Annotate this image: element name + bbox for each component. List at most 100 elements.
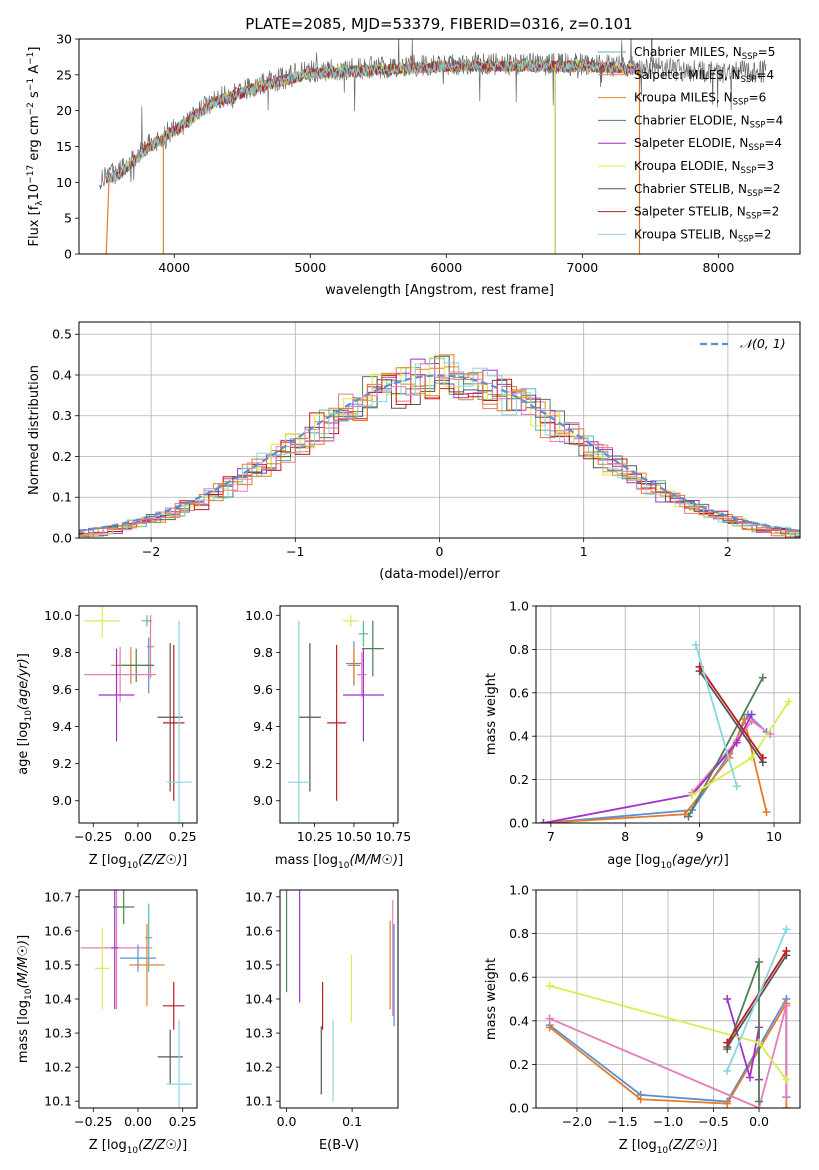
ticks: −0.25 0.00 0.25 10.1 10.2 10.3 10.4 10.5 10.6 10.… [44, 889, 196, 1129]
legend-entry: 𝒩(0, 1) [740, 336, 786, 351]
x-axis-label: mass [log10(M/M☉)] [275, 853, 403, 871]
y-axis-label: mass weight [484, 958, 499, 1040]
plot-background [280, 606, 398, 823]
y-tick-label: 0.8 [509, 926, 529, 941]
weight-series [726, 950, 788, 1044]
label-part: (Z/Z☉) [668, 1138, 712, 1153]
plot-background [280, 890, 398, 1108]
y-tick-label: 0.4 [509, 1013, 529, 1028]
plot-area [539, 641, 793, 823]
plot-area [287, 615, 384, 823]
y-tick-label: 10.7 [245, 889, 273, 904]
ticks: 4000 5000 6000 7000 8000 0 5 10 15 20 25 30 [56, 32, 734, 276]
legend-entry: Chabrier STELIB, NSSP=2 [634, 182, 781, 199]
errorbar-point [342, 615, 359, 627]
figure-title: PLATE=2085, MJD=53379, FIBERID=0316, z=0… [245, 15, 632, 33]
legend-text: Salpeter MILES, N [634, 68, 741, 82]
errorbar-point [342, 648, 384, 742]
label-part: Z [log [89, 1138, 127, 1153]
weight-marker [745, 1073, 754, 1082]
x-tick-label: 10.75 [375, 829, 411, 844]
x-axis-label: Z [log10(Z/Z☉)] [89, 853, 187, 871]
errorbar-point [118, 648, 155, 683]
weight-marker [747, 710, 756, 719]
y-tick-label: 20 [56, 103, 72, 118]
weight-marker [755, 957, 764, 966]
y-tick-label: 0.1 [52, 490, 72, 505]
x-tick-label: 8000 [702, 260, 734, 275]
x-tick-label: 9 [696, 829, 704, 844]
label-subscript: 10 [338, 861, 350, 871]
plot-frame [535, 889, 801, 1109]
label-part: Flux [f [27, 205, 42, 246]
legend-text: =4 [764, 136, 782, 150]
x-tick-label: −2.0 [562, 1114, 592, 1129]
y-tick-label: 9.0 [253, 793, 273, 808]
y-tick-label: 10.1 [44, 1094, 72, 1109]
label-part: age [log [607, 853, 660, 868]
errorbar-point [287, 620, 310, 823]
plot-area [79, 354, 800, 538]
x-axis-label: E(B-V) [319, 1138, 359, 1153]
errorbar-point [120, 944, 156, 972]
legend-text: =2 [754, 227, 772, 241]
label-part: ] [398, 853, 403, 868]
x-axis-label: (data-model)/error [379, 567, 500, 582]
label-part: (Z/Z☉) [138, 853, 182, 868]
y-tick-label: 1.0 [509, 599, 529, 614]
y-tick-label: 10.0 [44, 608, 72, 623]
y-tick-label: 10 [56, 175, 72, 190]
weight-marker [539, 819, 548, 823]
weight-series [549, 1005, 788, 1108]
y-tick-label: 25 [56, 67, 72, 82]
plot-frame [279, 889, 399, 1109]
legend-text: =3 [756, 159, 774, 173]
legend-subscript: SSP [748, 143, 764, 153]
weight-marker [688, 790, 697, 799]
errorbar-point [361, 620, 384, 677]
legend-entry: Kroupa MILES, NSSP=6 [634, 91, 766, 108]
x-tick-label: 7000 [566, 260, 598, 275]
y-tick-label: 0.0 [509, 1101, 529, 1116]
legend-subscript: SSP [742, 52, 758, 62]
x-tick-label: 10.25 [297, 829, 333, 844]
model-dropout [105, 182, 110, 254]
label-part: ] [712, 1138, 717, 1153]
ticks: −0.25 0.00 0.25 9.0 9.2 9.4 9.6 9.8 10.0 [44, 608, 196, 844]
weight-marker [545, 1023, 554, 1032]
label-subscript: 10 [24, 988, 34, 1000]
y-tick-label: 10.7 [44, 889, 72, 904]
label-subscript: 10 [24, 710, 34, 722]
x-tick-label: 7 [547, 829, 555, 844]
legend-text: Chabrier ELODIE, N [634, 113, 750, 127]
y-tick-label: 9.4 [52, 719, 72, 734]
x-tick-label: 4000 [158, 260, 190, 275]
y-tick-label: 10.1 [245, 1094, 273, 1109]
label-part: 10 [27, 184, 42, 201]
errorbar-point [327, 644, 347, 801]
legend-entry: Salpeter ELODIE, NSSP=4 [634, 136, 782, 153]
y-tick-label: 0.2 [509, 772, 529, 787]
errorbar-point [298, 643, 321, 792]
errorbar-point [347, 646, 361, 684]
legend-entry: Salpeter MILES, NSSP=4 [634, 68, 774, 85]
plot-area [80, 890, 192, 1108]
x-tick-label: 0.25 [169, 829, 197, 844]
weight-marker [732, 782, 741, 791]
legend-text: =4 [756, 68, 774, 82]
x-tick-label: 1 [580, 544, 588, 559]
errorbar-point [166, 620, 192, 823]
y-tick-label: 15 [56, 139, 72, 154]
legend-text: Kroupa STELIB, N [634, 227, 738, 241]
legend-subscript: SSP [733, 98, 749, 108]
y-tick-label: 5 [64, 211, 72, 226]
legend-entry: Kroupa STELIB, NSSP=2 [634, 227, 772, 244]
y-tick-label: 9.2 [253, 756, 273, 771]
x-tick-label: 0.00 [124, 1114, 152, 1129]
y-tick-label: 10.3 [245, 1026, 273, 1041]
label-subscript: 10 [127, 861, 139, 871]
x-tick-label: −0.25 [74, 1114, 112, 1129]
plot-frame [535, 605, 801, 824]
legend-subscript: SSP [750, 120, 766, 130]
